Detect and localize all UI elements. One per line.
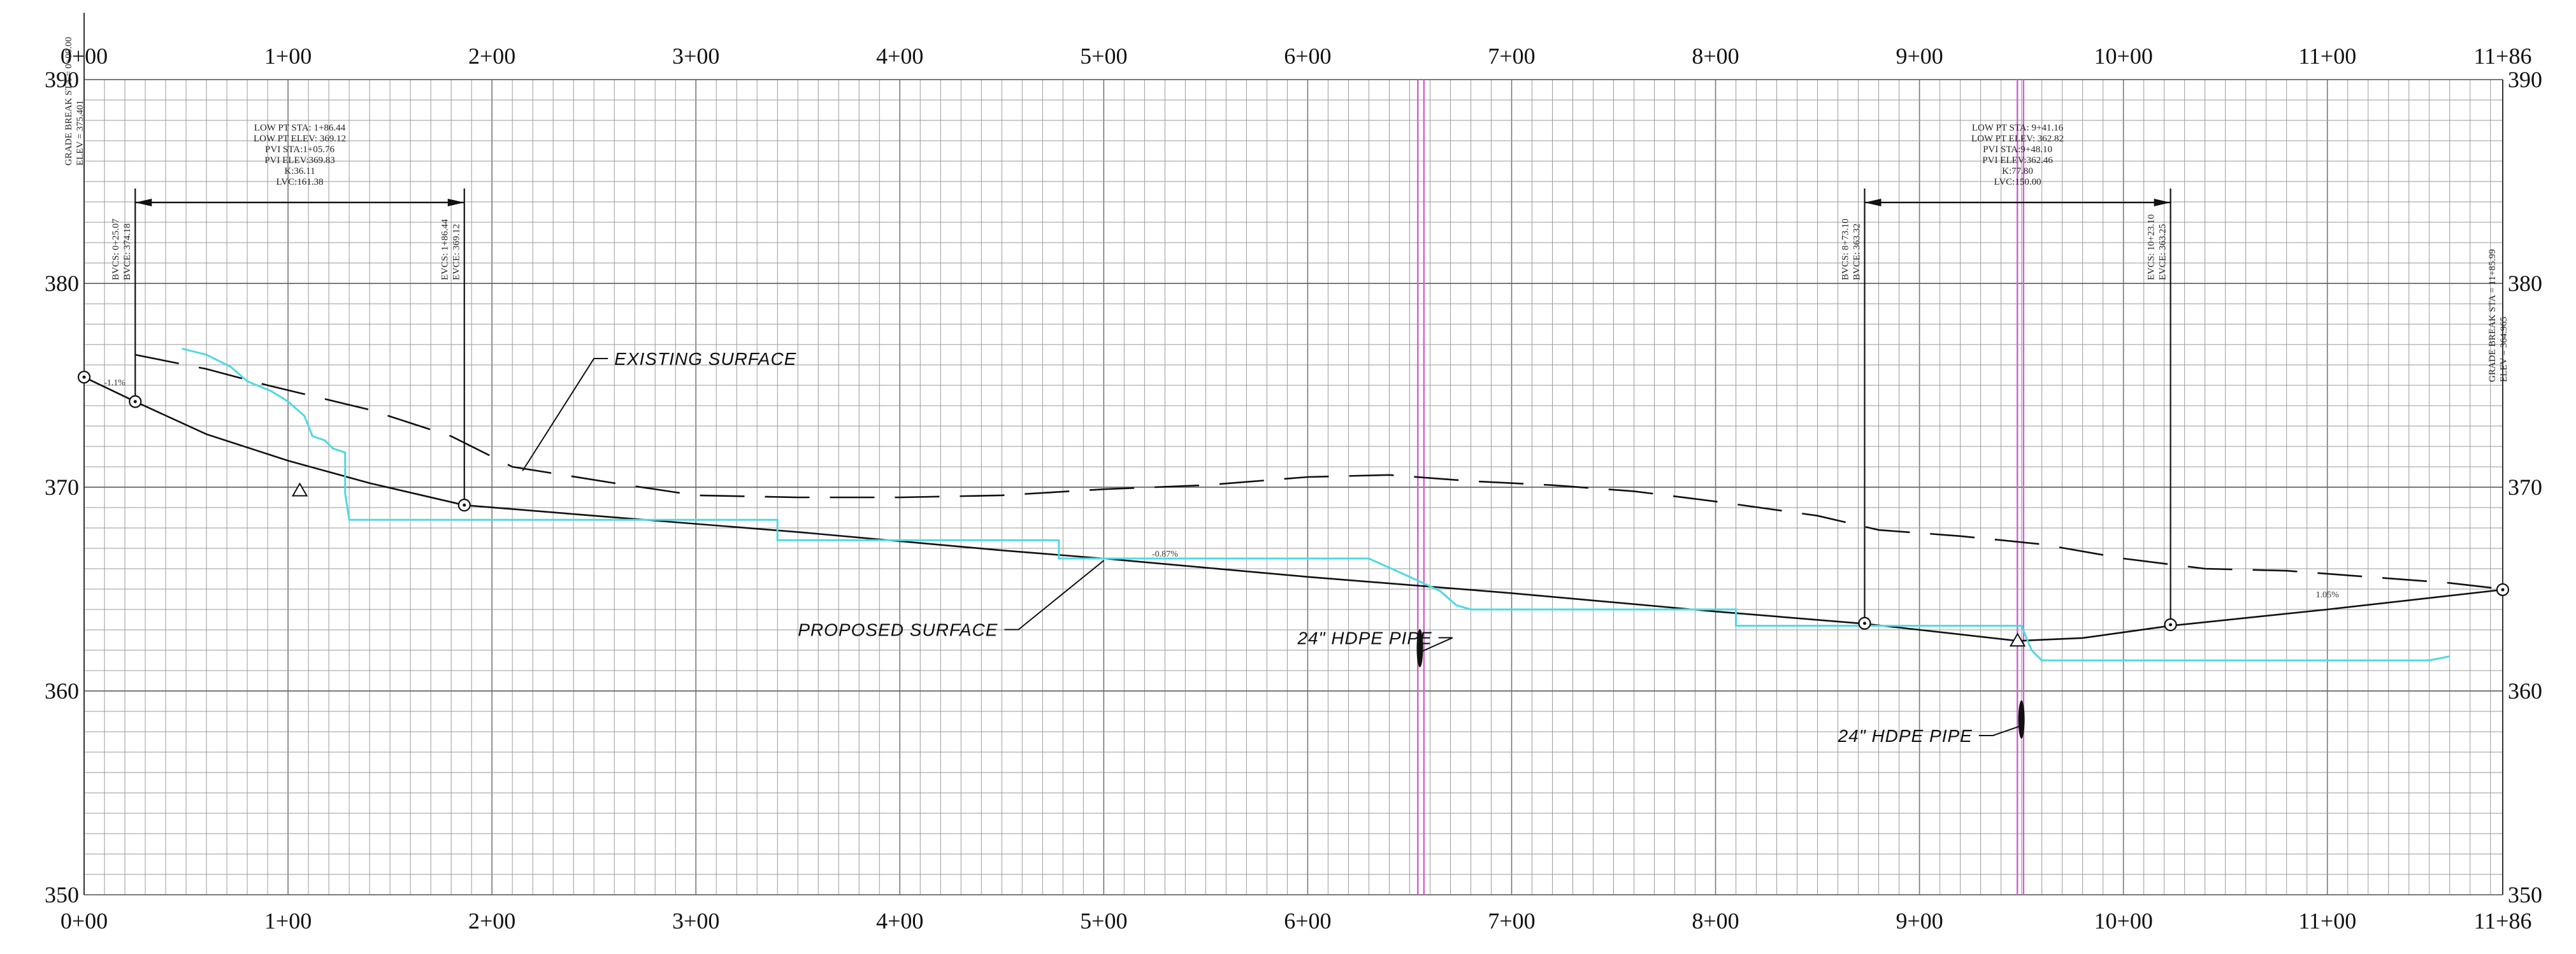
vc-note-line: LVC:161.38 [276,177,323,187]
bvc-label-line: BVCS: 0+25.07 [111,218,121,280]
elevation-label-right: 390 [2508,67,2542,92]
vc-arrow-left [1864,199,1882,206]
station-label-top: 10+00 [2094,43,2153,69]
station-label-top: 11+00 [2298,43,2356,69]
evc-label-line: EVCS: 10+23.10 [2147,215,2157,280]
vc-note-line: LOW PT ELEV: 369.12 [254,134,346,144]
vc-note-line: PVI STA:9+48.10 [1983,145,2052,155]
vc-note-line: LVC:150.00 [1994,177,2041,187]
vc-note-line: K:36.11 [284,166,315,176]
slope-label: 1.05% [2316,590,2340,600]
axes: 0+00 0+00 1+00 1+00 2+00 2+00 3+00 3+00 4+00 4+00… [45,13,2542,934]
elevation-label-right: 370 [2508,474,2542,500]
pipe-station-lines [1416,80,2025,895]
elevation-label-right: 380 [2508,271,2542,296]
evc-label-line: EVCE: 363.25 [2158,224,2168,280]
station-label-top: 4+00 [876,43,923,69]
grade-break-label: GRADE BREAK STA = 0+00.00 ELEV = 375.401 [64,37,85,166]
elevation-label-left: 390 [45,67,79,92]
vc-note-line: LOW PT ELEV: 362.82 [1971,134,2064,144]
callout-leader [1978,725,2022,736]
vc-arrow-right [2154,199,2171,206]
bvc-label-line: BVCE: 374.18 [122,224,133,280]
callout-label: 24" HDPE PIPE [1838,726,1973,746]
station-label-bottom: 5+00 [1080,908,1127,934]
callout-label: EXISTING SURFACE [614,349,796,369]
evc-label-line: EVCE: 369.12 [452,224,462,280]
station-label-bottom: 8+00 [1692,908,1739,934]
pipe-section-marker [2018,700,2025,739]
bvc-label: BVCS: 8+73.10 BVCE: 363.32 [1841,218,1862,280]
vc-arrow-right [447,199,464,206]
bvc-marker-center [133,400,137,404]
vc-note-line: K:77.80 [2002,166,2033,176]
grade-break-center [82,375,86,379]
station-label-top: 11+86 [2474,43,2532,69]
station-label-top: 2+00 [468,43,515,69]
grade-break-label-line: GRADE BREAK STA = 11+85.99 [2487,249,2498,382]
station-label-bottom: 6+00 [1284,908,1331,934]
station-label-top: 5+00 [1080,43,1127,69]
pvi-marker [291,482,308,497]
station-label-top: 3+00 [672,43,719,69]
grade-break-label-line: ELEV = 364.965 [2499,317,2509,382]
station-label-bottom: 7+00 [1488,908,1535,934]
vc-arrow-left [135,199,152,206]
elevation-label-right: 350 [2508,882,2542,908]
elevation-label-right: 360 [2508,678,2542,704]
evc-label-line: EVCS: 1+86.44 [440,219,450,280]
vc-note-line: PVI ELEV:369.83 [264,155,335,166]
bvc-marker-center [1863,622,1867,625]
vc-note-line: LOW PT STA: 1+86.44 [254,123,346,133]
station-label-top: 1+00 [264,43,312,69]
evc-label: EVCS: 10+23.10 EVCE: 363.25 [2147,215,2168,280]
station-label-bottom: 9+00 [1896,908,1943,934]
station-label-bottom: 3+00 [672,908,719,934]
vc-note-line: PVI ELEV:362.46 [1982,155,2053,166]
grade-break-label: GRADE BREAK STA = 11+85.99 ELEV = 364.965 [2487,249,2509,382]
station-label-bottom: 4+00 [876,908,923,934]
elevation-label-left: 350 [45,882,79,908]
station-label-bottom: 1+00 [264,908,312,934]
bvc-label-line: BVCS: 8+73.10 [1841,218,1851,280]
pvi-marker [2009,632,2026,647]
station-label-bottom: 11+00 [2298,908,2356,934]
callout-leader [522,358,608,471]
slope-label: -1.1% [104,378,126,388]
station-label-bottom: 2+00 [468,908,515,934]
bvc-label-line: BVCE: 363.32 [1852,224,1862,280]
callout-label: PROPOSED SURFACE [798,620,998,640]
proposed-line [83,376,2503,642]
grade-break-center [2501,588,2505,592]
bvc-label: BVCS: 0+25.07 BVCE: 374.18 [111,218,133,280]
station-label-top: 8+00 [1692,43,1739,69]
callout-leader [1420,637,1453,653]
vc-note-line: LOW PT STA: 9+41.16 [1972,123,2064,133]
evc-marker-center [463,503,466,507]
station-label-top: 7+00 [1488,43,1535,69]
evc-marker-center [2169,623,2173,627]
vc-note-line: PVI STA:1+05.76 [265,145,335,155]
station-label-bottom: 11+86 [2474,908,2532,934]
station-label-bottom: 0+00 [61,908,108,934]
callout-label: 24" HDPE PIPE [1297,628,1432,648]
existing-line [134,353,2503,590]
pipe-section-marker [1416,629,1423,667]
callout-leader [1004,560,1104,630]
elevation-label-left: 360 [45,678,79,704]
slope-label: -0.87% [1152,550,1178,559]
annotations: GRADE BREAK STA = 0+00.00 ELEV = 375.401G… [64,37,2510,746]
station-label-top: 9+00 [1896,43,1943,69]
evc-label: EVCS: 1+86.44 EVCE: 369.12 [440,219,462,280]
station-label-bottom: 10+00 [2094,908,2153,934]
profile-lines [83,347,2503,662]
station-label-top: 6+00 [1284,43,1331,69]
elevation-label-left: 380 [45,271,79,296]
station-label-top: 0+00 [61,43,108,69]
elevation-label-left: 370 [45,474,79,500]
grade-break-label-line: GRADE BREAK STA = 0+00.00 [64,37,74,166]
cyan-line-line [182,347,2450,662]
grade-break-label-line: ELEV = 375.401 [75,100,85,166]
